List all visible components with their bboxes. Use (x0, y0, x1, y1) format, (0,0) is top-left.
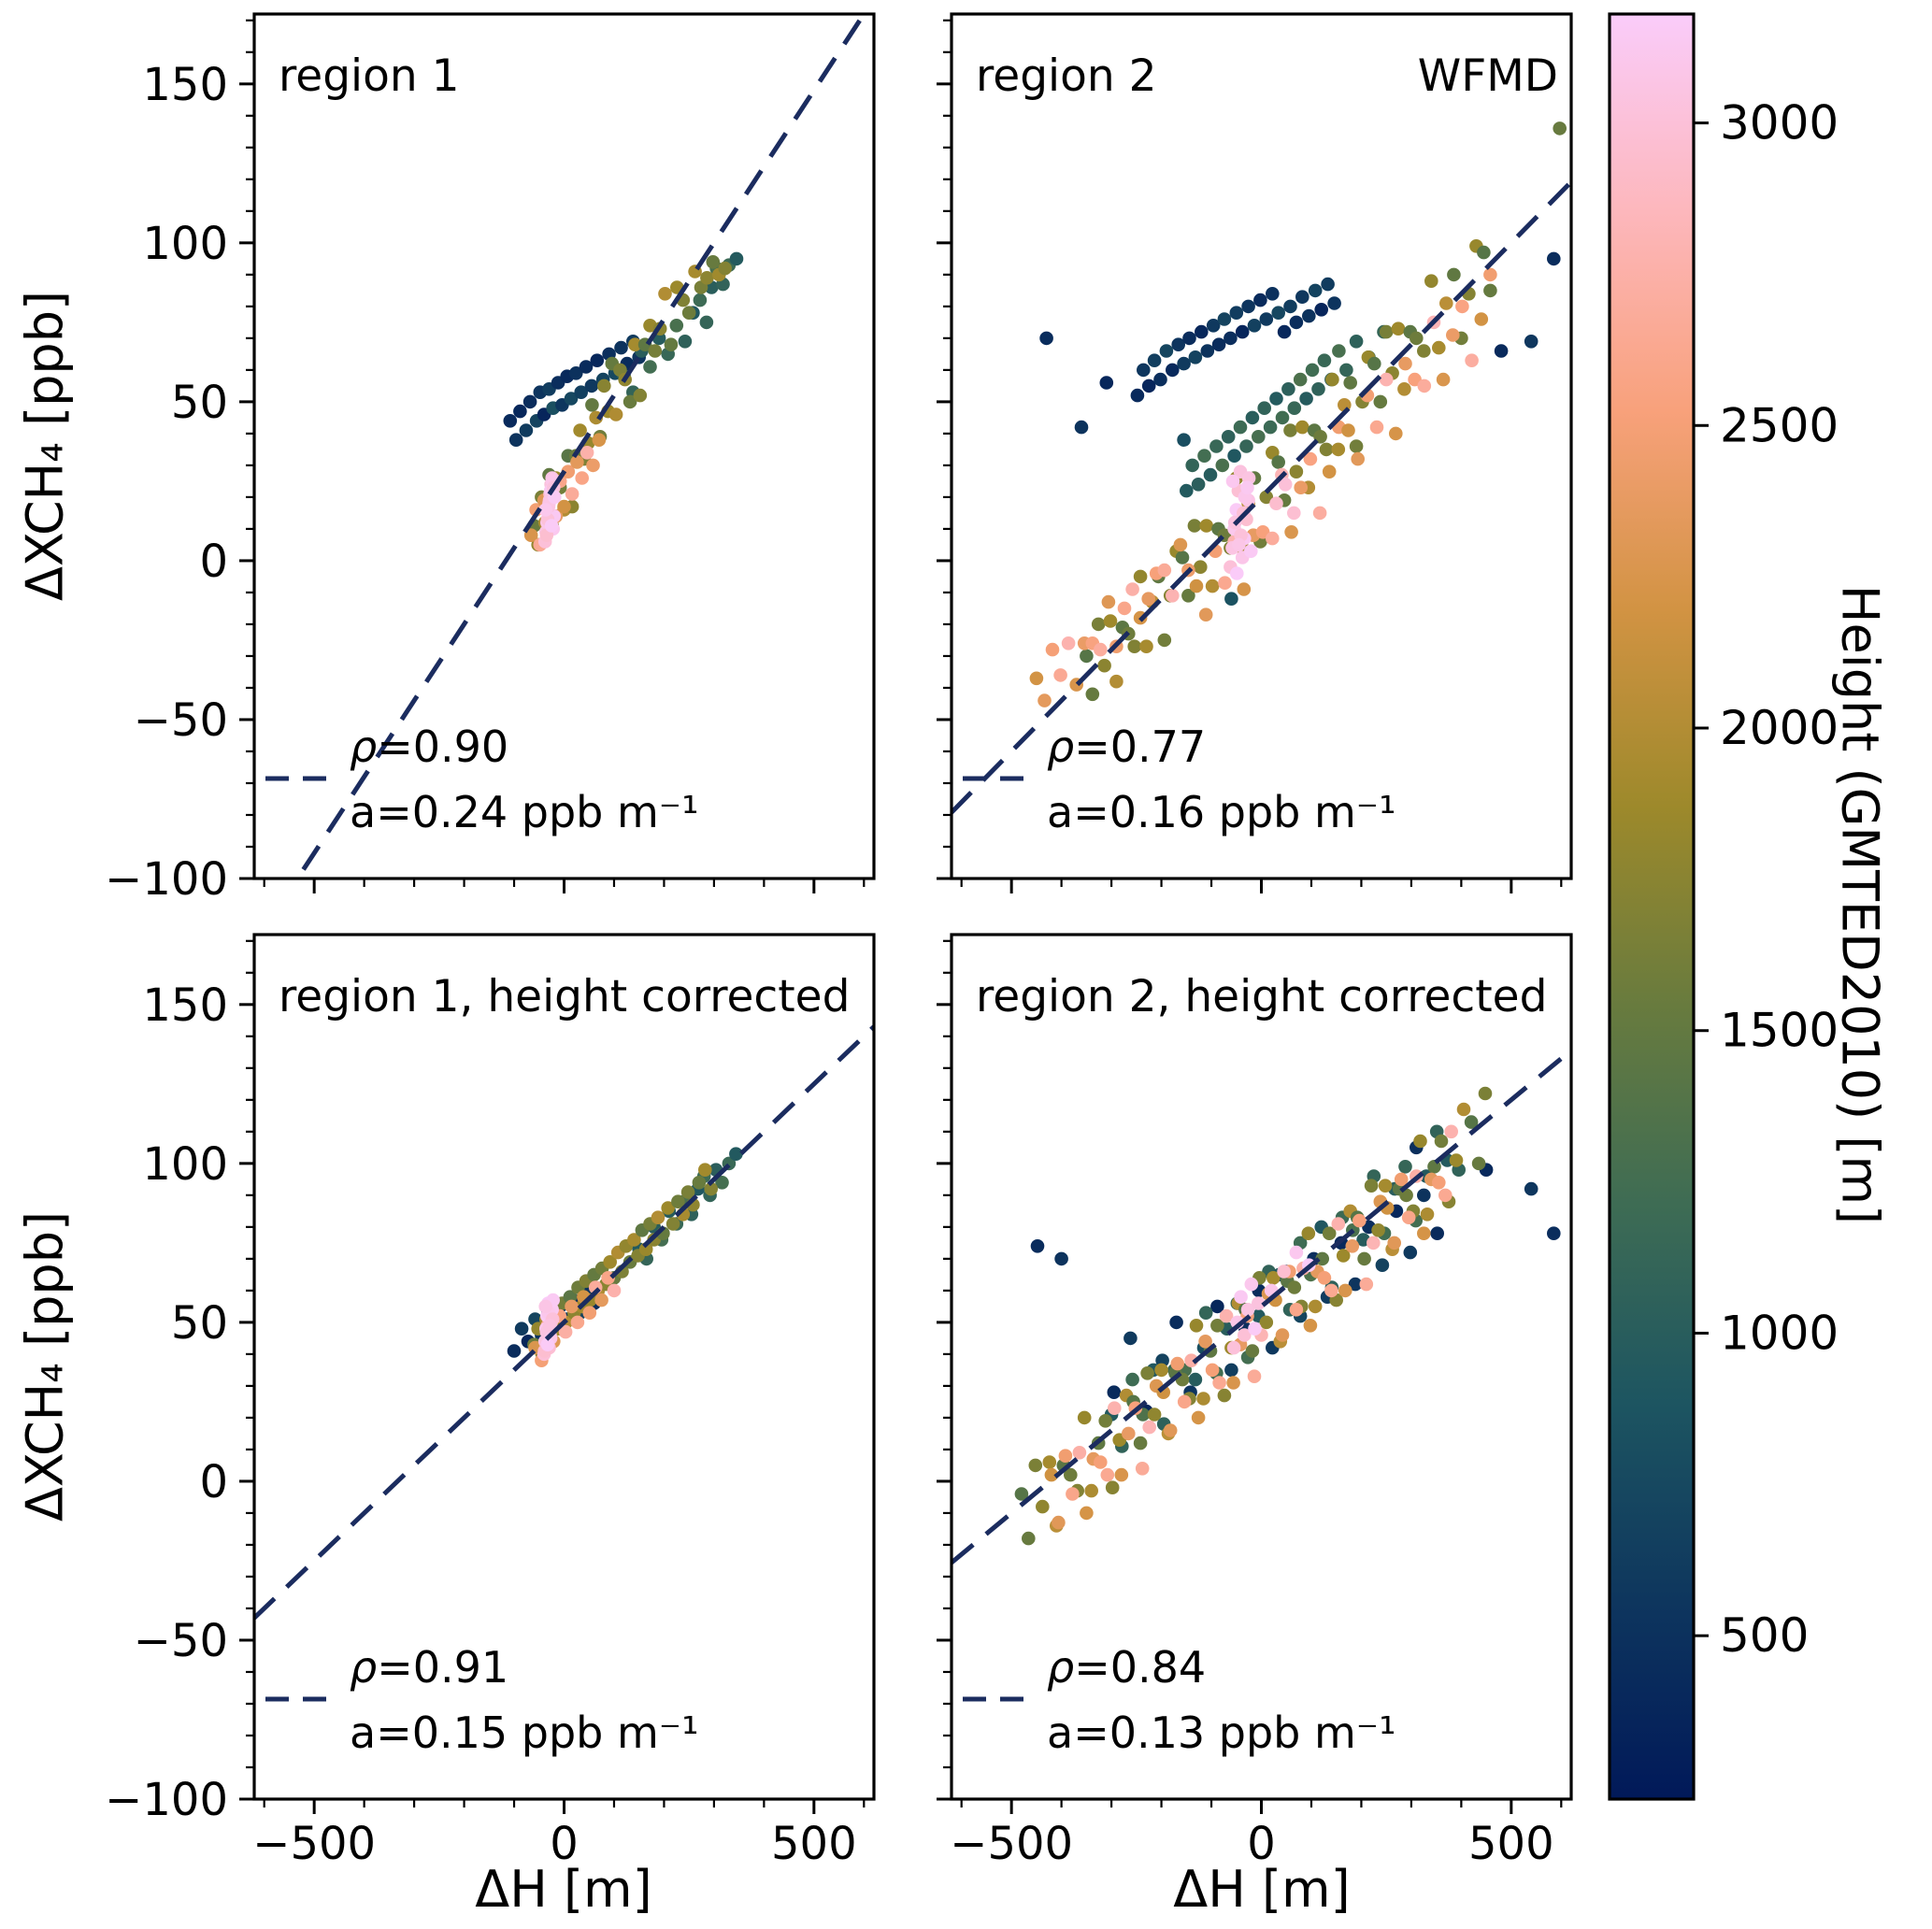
algorithm-tag: WFMD (1418, 50, 1558, 102)
x-tick-label: 0 (550, 1818, 579, 1870)
panel-1: −100 −50 0 50 100 150 region 1 ρ=0.90 a=0.24 ppb… (105, 12, 876, 906)
scatter-points (254, 1024, 874, 1620)
x-tick-label: −500 (252, 1818, 376, 1870)
colorbar-axis: 500 1000 1500 2000 2500 3000 (1608, 12, 1839, 1801)
colorbar-tick-label: 3000 (1720, 96, 1839, 150)
panel-4: −500 0 500 region 2, height corrected ρ=0.84… (937, 933, 1573, 1870)
panel-title: region 1, height corrected (279, 971, 850, 1022)
scatter-points (952, 121, 1571, 815)
fit-line (952, 179, 1571, 815)
y-tick-label: −50 (134, 694, 228, 747)
fit-line (294, 14, 867, 879)
scatter-points (294, 14, 867, 879)
y-tick-label: 100 (142, 218, 228, 270)
y-tick-label: −50 (134, 1615, 228, 1667)
fit-line (254, 1024, 874, 1620)
scatter-points (952, 1048, 1571, 1565)
colorbar-tick-label: 2500 (1720, 398, 1839, 452)
legend-rho: ρ=0.91 (350, 1642, 508, 1693)
colorbar-tick-label: 1500 (1720, 1004, 1839, 1058)
x-axis-label-left: ΔH [m] (475, 1860, 652, 1919)
colorbar-tick-label: 1000 (1720, 1306, 1839, 1360)
x-tick-label: 0 (1247, 1818, 1276, 1870)
colorbar-gradient (1610, 14, 1694, 1799)
y-tick-label: 150 (142, 59, 228, 111)
y-tick-label: −100 (105, 853, 228, 906)
y-tick-label: 50 (171, 377, 228, 429)
legend-rho: ρ=0.77 (1047, 722, 1206, 772)
y-tick-label: 0 (199, 1456, 228, 1508)
panel-2: region 2 WFMD ρ=0.77 a=0.16 ppb m⁻¹ (937, 12, 1573, 893)
y-tick-label: 100 (142, 1138, 228, 1191)
panel-frame (950, 933, 1573, 1801)
panel-title: region 1 (279, 50, 460, 102)
axis-ticks (239, 19, 866, 893)
panel-frame (252, 12, 876, 880)
panel-title: region 2 (976, 50, 1157, 102)
legend-slope: a=0.15 ppb m⁻¹ (350, 1708, 699, 1758)
colorbar-label: Height (GMTED2010) [m] (1830, 584, 1890, 1225)
x-tick-label: −500 (950, 1818, 1073, 1870)
y-tick-label: 0 (199, 536, 228, 588)
panel-frame (950, 12, 1573, 880)
legend-slope: a=0.13 ppb m⁻¹ (1047, 1708, 1396, 1758)
legend-rho: ρ=0.84 (1047, 1642, 1206, 1693)
colorbar-tick-label: 500 (1720, 1608, 1809, 1663)
colorbar-frame (1608, 12, 1696, 1801)
panel-frame (252, 933, 876, 1801)
y-axis-label-top: ΔXCH₄ [ppb] (15, 290, 75, 602)
y-axis-label-bottom: ΔXCH₄ [ppb] (15, 1210, 75, 1522)
y-tick-label: 50 (171, 1297, 228, 1350)
legend-slope: a=0.16 ppb m⁻¹ (1047, 787, 1396, 837)
panel-title: region 2, height corrected (976, 971, 1547, 1022)
y-tick-label: 150 (142, 979, 228, 1032)
y-tick-label: −100 (105, 1774, 228, 1826)
legend-slope: a=0.24 ppb m⁻¹ (350, 787, 699, 837)
x-tick-label: 500 (771, 1818, 857, 1870)
legend-rho: ρ=0.90 (350, 722, 508, 772)
axis-ticks (239, 939, 866, 1814)
x-axis-label-right: ΔH [m] (1173, 1860, 1351, 1919)
colorbar-tick-label: 2000 (1720, 701, 1839, 755)
axis-ticks (937, 19, 1563, 893)
x-tick-label: 500 (1468, 1818, 1554, 1870)
